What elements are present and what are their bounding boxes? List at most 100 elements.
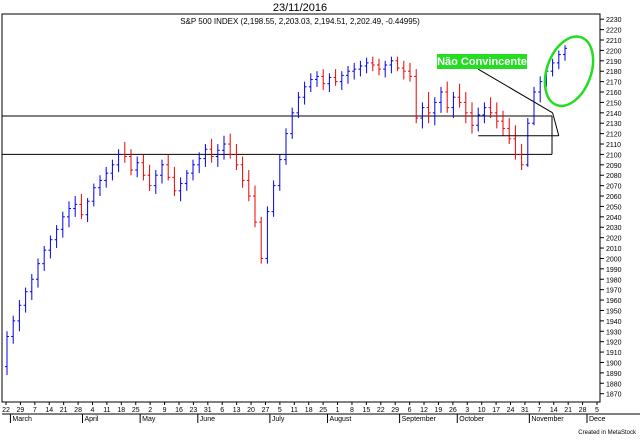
y-tick-label: 2160 — [606, 90, 622, 97]
price-bar — [346, 66, 350, 84]
price-bar — [463, 92, 468, 124]
price-bar — [277, 154, 282, 191]
price-bar — [234, 144, 239, 171]
price-bar — [401, 60, 406, 80]
price-bar — [370, 56, 375, 72]
y-tick-label: 2130 — [606, 121, 622, 128]
price-bar — [54, 225, 59, 249]
plot-area — [1, 13, 640, 415]
price-bar — [153, 170, 158, 194]
annotation: Não Convincente — [437, 35, 595, 108]
price-bar — [191, 159, 195, 181]
x-day-label: 7 — [33, 407, 37, 414]
y-tick-label: 1960 — [606, 298, 622, 305]
x-day-label: 16 — [175, 407, 183, 414]
price-bar — [333, 69, 338, 86]
price-bar — [296, 92, 301, 119]
x-day-label: 17 — [492, 407, 500, 414]
price-bar — [36, 258, 40, 288]
price-bar — [73, 196, 78, 217]
price-bar — [166, 154, 171, 181]
price-bar — [488, 97, 493, 119]
price-bar — [327, 73, 332, 93]
price-bar — [358, 60, 363, 77]
x-day-label: 22 — [377, 407, 385, 414]
plot-border — [1, 13, 601, 403]
x-day-label: 27 — [262, 407, 270, 414]
price-bar — [426, 92, 431, 124]
price-bar — [184, 170, 189, 191]
y-tick-label: 2010 — [606, 246, 622, 253]
price-bar — [91, 183, 96, 207]
x-day-label: 11 — [103, 407, 110, 414]
y-tick-label: 2040 — [606, 215, 622, 222]
x-day-label: 21 — [564, 407, 572, 414]
price-bar — [228, 133, 233, 159]
x-month-label: October — [459, 416, 485, 423]
price-bar — [197, 152, 202, 174]
y-tick-label: 1990 — [606, 267, 622, 274]
y-axis: 1870 1880 1890 1900 1910 1920 1930 1940 1950 1960… — [600, 17, 622, 399]
price-bar — [11, 315, 16, 344]
y-tick-label: 2100 — [606, 152, 622, 159]
price-bar — [420, 102, 425, 129]
y-tick-label: 2090 — [606, 163, 622, 170]
x-day-label: 13 — [233, 407, 241, 414]
x-month-label: September — [402, 416, 437, 423]
price-bar — [253, 185, 257, 228]
price-bar — [451, 92, 456, 119]
price-bar — [383, 60, 388, 78]
price-bar — [532, 86, 536, 126]
price-bar — [135, 156, 140, 178]
x-day-label: 31 — [521, 407, 529, 414]
y-tick-label: 1870 — [606, 392, 622, 399]
y-tick-label: 2020 — [606, 236, 622, 243]
x-month-label: July — [272, 416, 285, 423]
price-bar — [259, 216, 264, 264]
x-day-label: 22 — [2, 407, 10, 414]
price-bar — [110, 159, 115, 181]
price-bar — [315, 71, 319, 87]
x-day-label: 19 — [435, 407, 443, 414]
x-day-label: 18 — [117, 407, 125, 414]
price-bar — [321, 69, 326, 90]
y-tick-label: 1910 — [606, 350, 622, 357]
price-bar — [29, 274, 34, 301]
x-month-label: March — [12, 416, 32, 423]
price-bar — [116, 149, 121, 173]
price-bar — [525, 118, 530, 167]
x-day-label: 11 — [291, 407, 298, 414]
price-bars — [5, 45, 567, 375]
x-day-label: 5 — [595, 407, 599, 414]
y-tick-label: 1930 — [606, 329, 622, 336]
price-bar — [476, 107, 481, 132]
y-tick-label: 2080 — [606, 173, 622, 180]
x-day-label: 31 — [204, 407, 212, 414]
y-tick-label: 1890 — [606, 371, 622, 378]
price-bar — [17, 300, 22, 332]
annotation-box — [437, 54, 527, 69]
price-bar — [302, 81, 307, 105]
price-bar — [339, 71, 344, 90]
x-month-label: May — [142, 416, 156, 423]
x-day-label: 28 — [579, 407, 587, 414]
x-day-label: 9 — [163, 407, 167, 414]
trend-line-apex — [552, 112, 560, 136]
price-bar — [178, 177, 183, 202]
x-day-label: 28 — [74, 407, 82, 414]
x-day-label: 12 — [420, 407, 428, 414]
x-day-label: 1 — [336, 407, 340, 414]
y-tick-label: 2230 — [606, 17, 622, 24]
y-tick-label: 1970 — [606, 288, 622, 295]
price-bar — [147, 164, 152, 191]
price-bar — [271, 180, 276, 217]
x-day-label: 23 — [189, 407, 197, 414]
price-bar — [513, 125, 518, 160]
price-bar — [395, 56, 400, 72]
x-day-label: 14 — [45, 407, 53, 414]
x-day-label: 2 — [148, 407, 152, 414]
price-bar — [519, 144, 524, 171]
price-bar — [209, 138, 214, 163]
x-month-label: April — [84, 416, 98, 423]
x-day-label: 5 — [278, 407, 282, 414]
